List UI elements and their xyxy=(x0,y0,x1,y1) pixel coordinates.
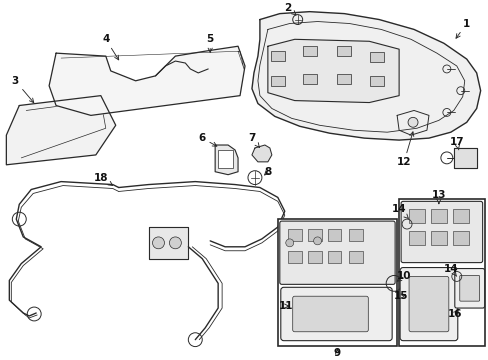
Text: 12: 12 xyxy=(396,132,413,167)
Bar xyxy=(452,209,468,223)
Text: 17: 17 xyxy=(448,137,463,150)
Text: 14: 14 xyxy=(443,264,457,276)
Text: 18: 18 xyxy=(93,173,112,185)
Circle shape xyxy=(285,239,293,247)
Bar xyxy=(307,229,321,241)
Polygon shape xyxy=(453,148,476,168)
Bar xyxy=(327,229,341,241)
Circle shape xyxy=(407,117,417,127)
Bar xyxy=(430,209,446,223)
FancyBboxPatch shape xyxy=(408,276,448,332)
Text: 5: 5 xyxy=(206,34,213,52)
Bar xyxy=(277,219,396,346)
Circle shape xyxy=(169,237,181,249)
Text: 16: 16 xyxy=(447,309,461,319)
Polygon shape xyxy=(267,39,398,103)
Bar xyxy=(302,46,316,56)
Bar xyxy=(408,209,424,223)
Polygon shape xyxy=(251,12,480,140)
Circle shape xyxy=(313,237,321,245)
Text: 9: 9 xyxy=(333,347,340,357)
Polygon shape xyxy=(251,145,271,162)
Bar xyxy=(369,76,384,86)
Bar xyxy=(270,76,284,86)
Polygon shape xyxy=(6,96,116,165)
Bar xyxy=(369,52,384,62)
FancyBboxPatch shape xyxy=(280,287,391,341)
Bar xyxy=(337,46,351,56)
Bar xyxy=(270,51,284,61)
Bar xyxy=(287,229,301,241)
Text: 14: 14 xyxy=(391,204,407,219)
Text: 4: 4 xyxy=(102,34,119,60)
Polygon shape xyxy=(49,46,244,116)
FancyBboxPatch shape xyxy=(292,296,367,332)
Bar xyxy=(218,150,233,168)
FancyBboxPatch shape xyxy=(454,269,484,308)
Text: 2: 2 xyxy=(284,3,295,15)
FancyBboxPatch shape xyxy=(400,201,482,262)
FancyBboxPatch shape xyxy=(279,221,394,284)
Text: 7: 7 xyxy=(248,133,259,147)
Circle shape xyxy=(152,237,164,249)
Bar xyxy=(327,251,341,262)
Bar xyxy=(337,74,351,84)
Text: 10: 10 xyxy=(396,271,410,282)
Bar xyxy=(452,231,468,245)
Text: 6: 6 xyxy=(198,133,216,146)
Text: 1: 1 xyxy=(455,18,469,38)
Text: 8: 8 xyxy=(264,167,271,177)
Bar xyxy=(408,231,424,245)
Text: 3: 3 xyxy=(12,76,34,103)
Bar xyxy=(287,251,301,262)
Bar xyxy=(349,229,363,241)
FancyBboxPatch shape xyxy=(459,275,479,301)
Text: 13: 13 xyxy=(431,190,445,203)
Polygon shape xyxy=(148,227,188,258)
Text: 11: 11 xyxy=(278,301,292,311)
Text: 15: 15 xyxy=(393,291,407,301)
Bar xyxy=(430,231,446,245)
FancyBboxPatch shape xyxy=(399,267,457,341)
Bar xyxy=(398,199,484,346)
Bar xyxy=(349,251,363,262)
Polygon shape xyxy=(215,145,238,175)
Bar xyxy=(302,74,316,84)
Bar xyxy=(307,251,321,262)
